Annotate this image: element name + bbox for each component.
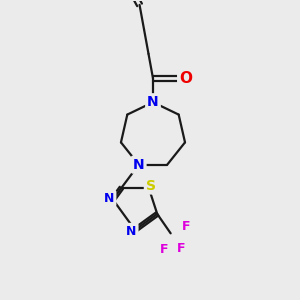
Text: F: F xyxy=(160,243,168,256)
Text: F: F xyxy=(177,242,185,255)
Text: N: N xyxy=(133,158,145,172)
Text: S: S xyxy=(146,178,156,193)
Text: O: O xyxy=(179,71,192,86)
Text: N: N xyxy=(147,95,159,109)
Text: N: N xyxy=(104,192,115,205)
Text: F: F xyxy=(182,220,190,233)
Text: N: N xyxy=(126,225,137,238)
